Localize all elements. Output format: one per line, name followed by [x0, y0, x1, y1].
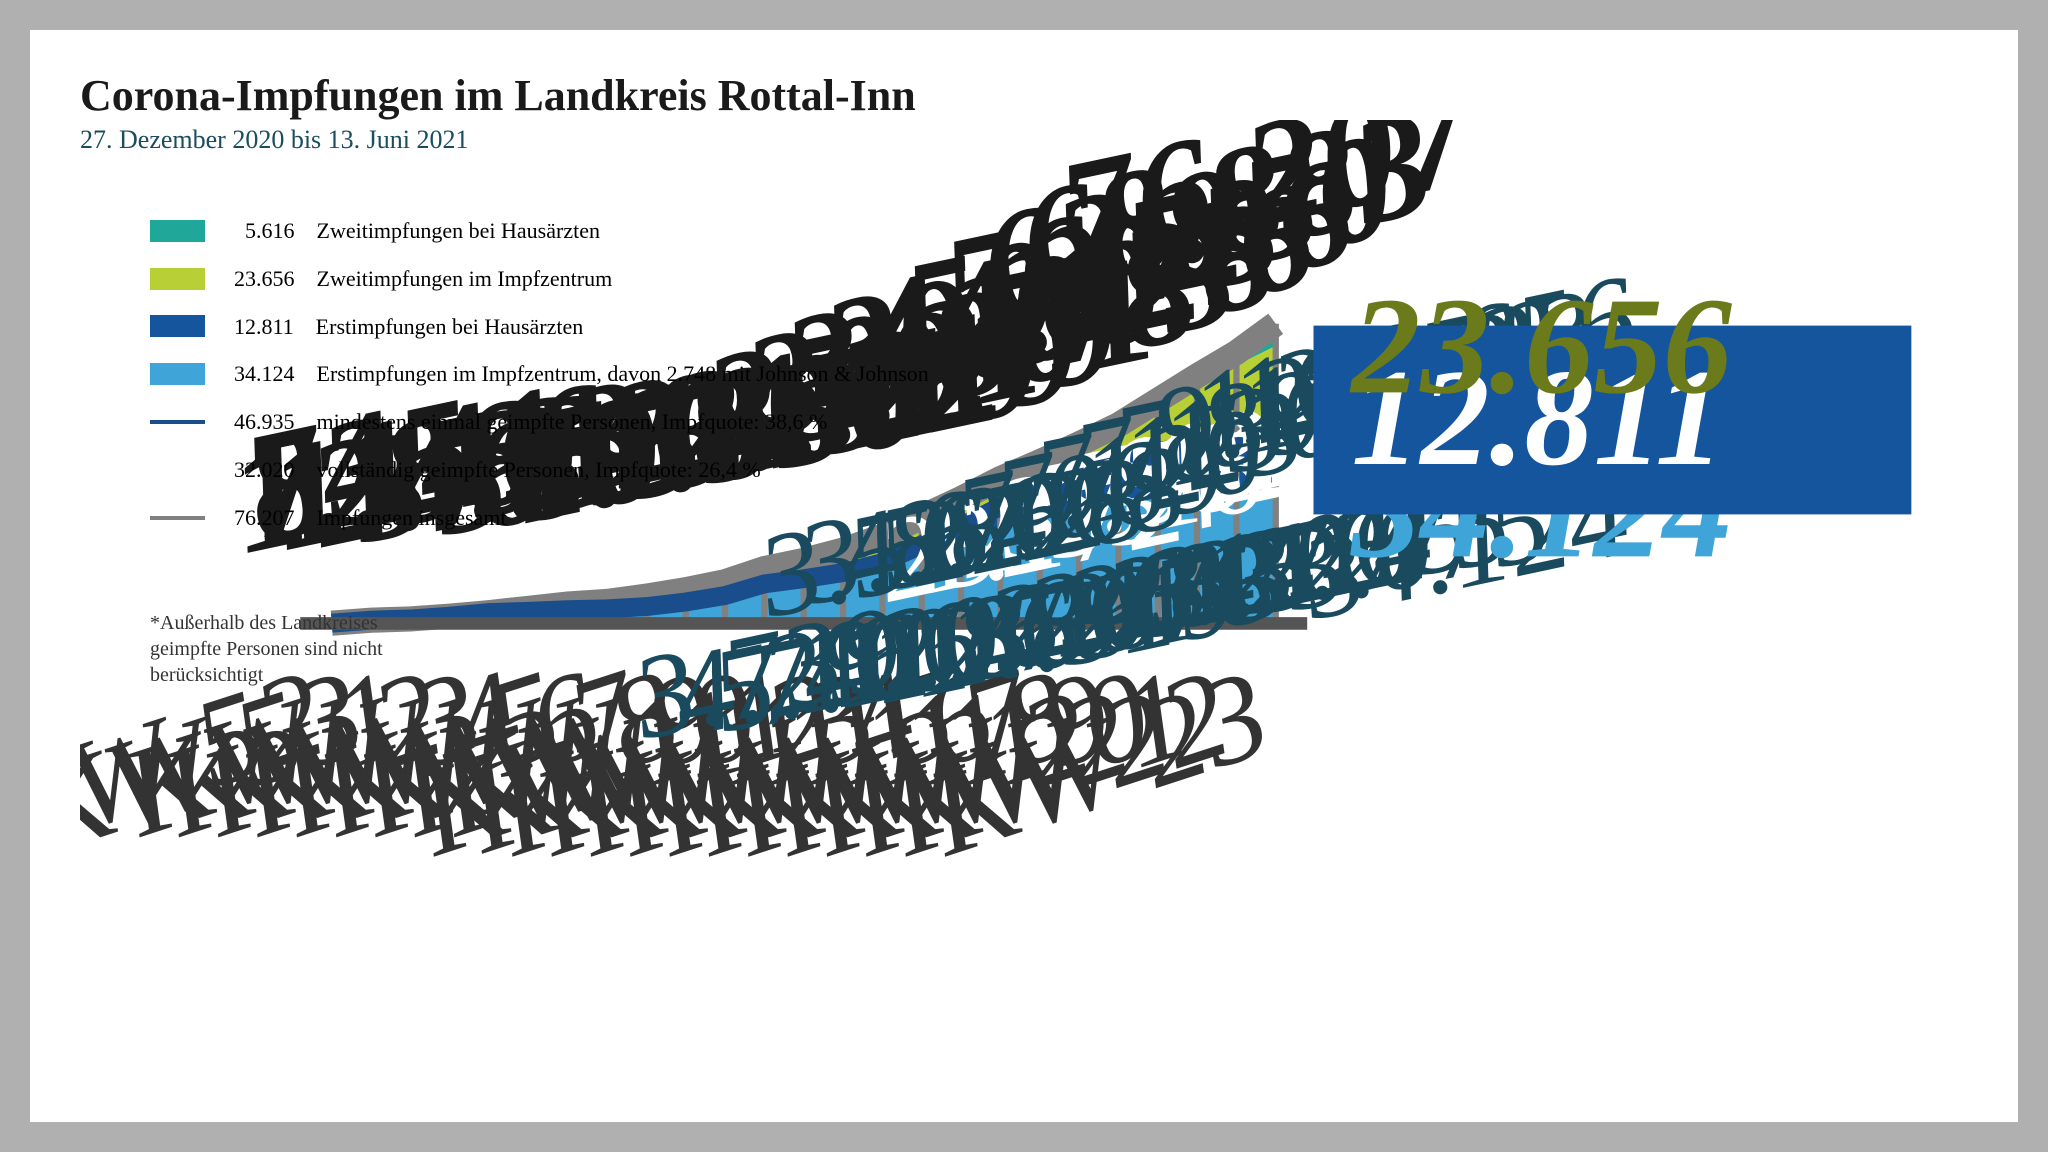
legend-label: 46.935 mindestens einmal geimpfte Person…: [223, 401, 827, 443]
legend-item: 12.811 Erstimpfungen bei Hausärzten: [150, 306, 929, 348]
legend-swatch: [150, 220, 205, 242]
legend-item: 5.616 Zweitimpfungen bei Hausärzten: [150, 210, 929, 252]
legend-item: 46.935 mindestens einmal geimpfte Person…: [150, 401, 929, 443]
svg-text:23.656: 23.656: [1349, 269, 1732, 422]
legend-label: 5.616 Zweitimpfungen bei Hausärzten: [223, 210, 600, 252]
legend-swatch: [150, 363, 205, 385]
legend-item: 23.656 Zweitimpfungen im Impfzentrum: [150, 258, 929, 300]
legend-item: 32.020 vollständig geimpfte Personen, Im…: [150, 449, 929, 491]
legend-label: 32.020 vollständig geimpfte Personen, Im…: [223, 449, 761, 491]
legend-label: 12.811 Erstimpfungen bei Hausärzten: [223, 306, 583, 348]
legend-label: 34.124 Erstimpfungen im Impfzentrum, dav…: [223, 353, 929, 395]
chart-title: Corona-Impfungen im Landkreis Rottal-Inn: [80, 70, 1968, 121]
legend-swatch: [150, 268, 205, 290]
legend-label: 76.207 Impfungen insgesamt: [223, 497, 507, 539]
chart-container: Corona-Impfungen im Landkreis Rottal-Inn…: [30, 30, 2018, 1122]
legend-item: 76.207 Impfungen insgesamt: [150, 497, 929, 539]
legend-label: 23.656 Zweitimpfungen im Impfzentrum: [223, 258, 612, 300]
footnote: *Außerhalb des Landkreisesgeimpfte Perso…: [150, 610, 383, 688]
legend-swatch: [150, 420, 205, 424]
legend-swatch: [150, 315, 205, 337]
legend: 5.616 Zweitimpfungen bei Hausärzten 23.6…: [150, 210, 929, 545]
legend-item: 34.124 Erstimpfungen im Impfzentrum, dav…: [150, 353, 929, 395]
legend-swatch: [150, 516, 205, 520]
